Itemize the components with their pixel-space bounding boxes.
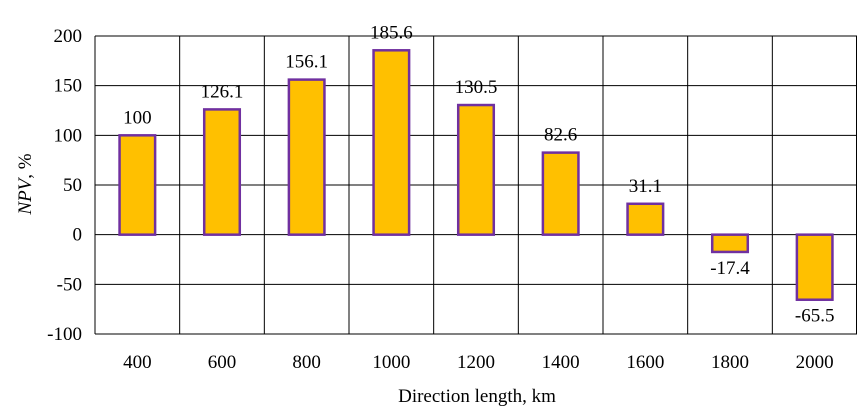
- y-axis-title-main: NPV: [15, 176, 36, 215]
- y-tick-label: 0: [73, 225, 83, 246]
- data-label: 82.6: [544, 125, 577, 146]
- bar: [372, 49, 411, 236]
- y-tick-label: 100: [54, 125, 83, 146]
- data-label: -17.4: [710, 258, 750, 279]
- y-tick-label: 200: [54, 26, 83, 47]
- data-labels: 100 126.1 156.1 185.6 130.5 82.6 31.1 -17.4 -65.…: [123, 22, 834, 326]
- x-tick-label: 1800: [711, 352, 749, 373]
- data-label: 156.1: [285, 52, 328, 73]
- x-tick-label: 1200: [457, 352, 495, 373]
- bar: [202, 108, 242, 236]
- data-label: 130.5: [455, 77, 498, 98]
- data-label: 100: [123, 107, 152, 128]
- x-tick-label: 1600: [626, 352, 664, 373]
- y-axis-title: NPV, %: [15, 153, 36, 215]
- data-label: -65.5: [795, 306, 835, 327]
- x-tick-label: 2000: [796, 352, 834, 373]
- bar: [456, 103, 496, 236]
- bar: [118, 134, 157, 236]
- bar: [626, 202, 665, 236]
- data-label: 126.1: [201, 81, 244, 102]
- bar: [710, 233, 750, 254]
- x-tick-label: 1000: [372, 352, 410, 373]
- bar: [795, 233, 834, 301]
- x-tick-label: 800: [292, 352, 321, 373]
- bar-series: [118, 49, 834, 301]
- data-label: 185.6: [370, 22, 413, 43]
- y-tick-label: -50: [57, 274, 82, 295]
- x-tick-labels: 400 600 800 1000 1200 1400 1600 1800 2000: [123, 352, 834, 373]
- y-axis-title-unit: , %: [15, 153, 36, 179]
- y-tick-labels: -100 -50 0 50 100 150 200: [47, 26, 82, 345]
- y-tick-label: -100: [47, 324, 82, 345]
- y-tick-label: 150: [54, 76, 83, 97]
- x-axis-title: Direction length, km: [398, 386, 556, 407]
- x-tick-label: 400: [123, 352, 152, 373]
- x-tick-label: 600: [208, 352, 237, 373]
- bar: [541, 151, 580, 236]
- data-label: 31.1: [629, 176, 662, 197]
- x-tick-label: 1400: [542, 352, 580, 373]
- y-tick-label: 50: [63, 175, 82, 196]
- bar: [287, 78, 326, 236]
